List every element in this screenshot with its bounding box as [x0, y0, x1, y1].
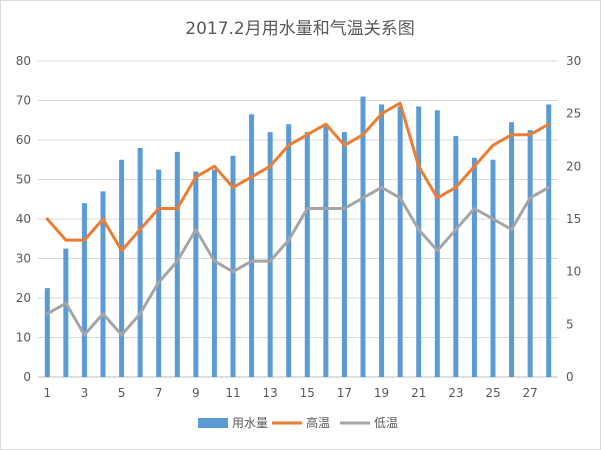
bar [304, 132, 310, 377]
left-tick-label: 20 [16, 291, 31, 305]
gridlines [38, 60, 558, 378]
bar [230, 155, 236, 377]
x-tick-label: 13 [263, 386, 278, 400]
x-tick-label: 19 [374, 386, 389, 400]
bar [174, 151, 180, 377]
bar [360, 96, 366, 378]
bar [211, 169, 217, 377]
bar [434, 110, 440, 377]
series-line [45, 185, 551, 337]
bar [137, 147, 143, 377]
bar [267, 132, 273, 377]
left-tick-label: 60 [16, 133, 31, 147]
x-tick-label: 11 [225, 386, 240, 400]
chart-title: 2017.2月用水量和气温关系图 [185, 19, 414, 39]
right-tick-label: 30 [566, 54, 581, 68]
bar [453, 136, 459, 377]
legend-label: 用水量 [232, 416, 268, 430]
legend-swatch [198, 418, 228, 428]
x-tick-label: 5 [118, 386, 126, 400]
right-tick-label: 25 [566, 107, 581, 121]
right-tick-label: 0 [566, 370, 574, 384]
bar [546, 104, 552, 377]
line-series [45, 101, 551, 337]
bar [119, 159, 125, 377]
left-tick-label: 10 [16, 331, 31, 345]
x-tick-label: 15 [300, 386, 315, 400]
bar [193, 171, 199, 377]
x-axis-ticks: 1 3 5 7 9 11 13 15 17 19 21 23 25 27 [43, 386, 537, 400]
x-tick-label: 21 [411, 386, 426, 400]
bar [379, 104, 385, 377]
left-tick-label: 40 [16, 212, 31, 226]
bar [286, 124, 292, 377]
bar-series-water [44, 96, 552, 378]
bar [249, 114, 255, 377]
left-tick-label: 30 [16, 252, 31, 266]
right-tick-label: 20 [566, 159, 581, 173]
x-tick-label: 9 [192, 386, 200, 400]
bar [63, 248, 69, 377]
bar [81, 203, 87, 377]
bar [471, 157, 477, 377]
bar [509, 122, 515, 377]
x-tick-label: 23 [448, 386, 463, 400]
x-tick-label: 3 [81, 386, 89, 400]
legend: 用水量 高温 低温 [198, 415, 398, 430]
series-line [45, 101, 551, 253]
bar [156, 169, 162, 377]
bar [323, 124, 329, 377]
right-tick-label: 10 [566, 265, 581, 279]
legend-label: 高温 [306, 415, 330, 430]
left-axis-ticks: 0 10 20 30 40 50 60 70 80 [16, 54, 31, 384]
right-axis-ticks: 0 5 10 15 20 25 30 [566, 54, 581, 384]
x-tick-label: 1 [43, 386, 51, 400]
bar [416, 106, 422, 378]
bar [341, 132, 347, 377]
left-tick-label: 50 [16, 173, 31, 187]
x-tick-label: 27 [523, 386, 538, 400]
bar [44, 288, 50, 377]
left-tick-label: 0 [23, 370, 31, 384]
x-tick-label: 7 [155, 386, 163, 400]
bar [527, 130, 533, 377]
bar [100, 191, 106, 377]
bar [397, 106, 403, 378]
bar [490, 159, 496, 377]
right-tick-label: 5 [566, 317, 574, 331]
x-tick-label: 25 [485, 386, 500, 400]
right-tick-label: 15 [566, 212, 581, 226]
legend-label: 低温 [374, 416, 398, 430]
left-tick-label: 80 [16, 54, 31, 68]
left-tick-label: 70 [16, 94, 31, 108]
x-tick-label: 17 [337, 386, 352, 400]
